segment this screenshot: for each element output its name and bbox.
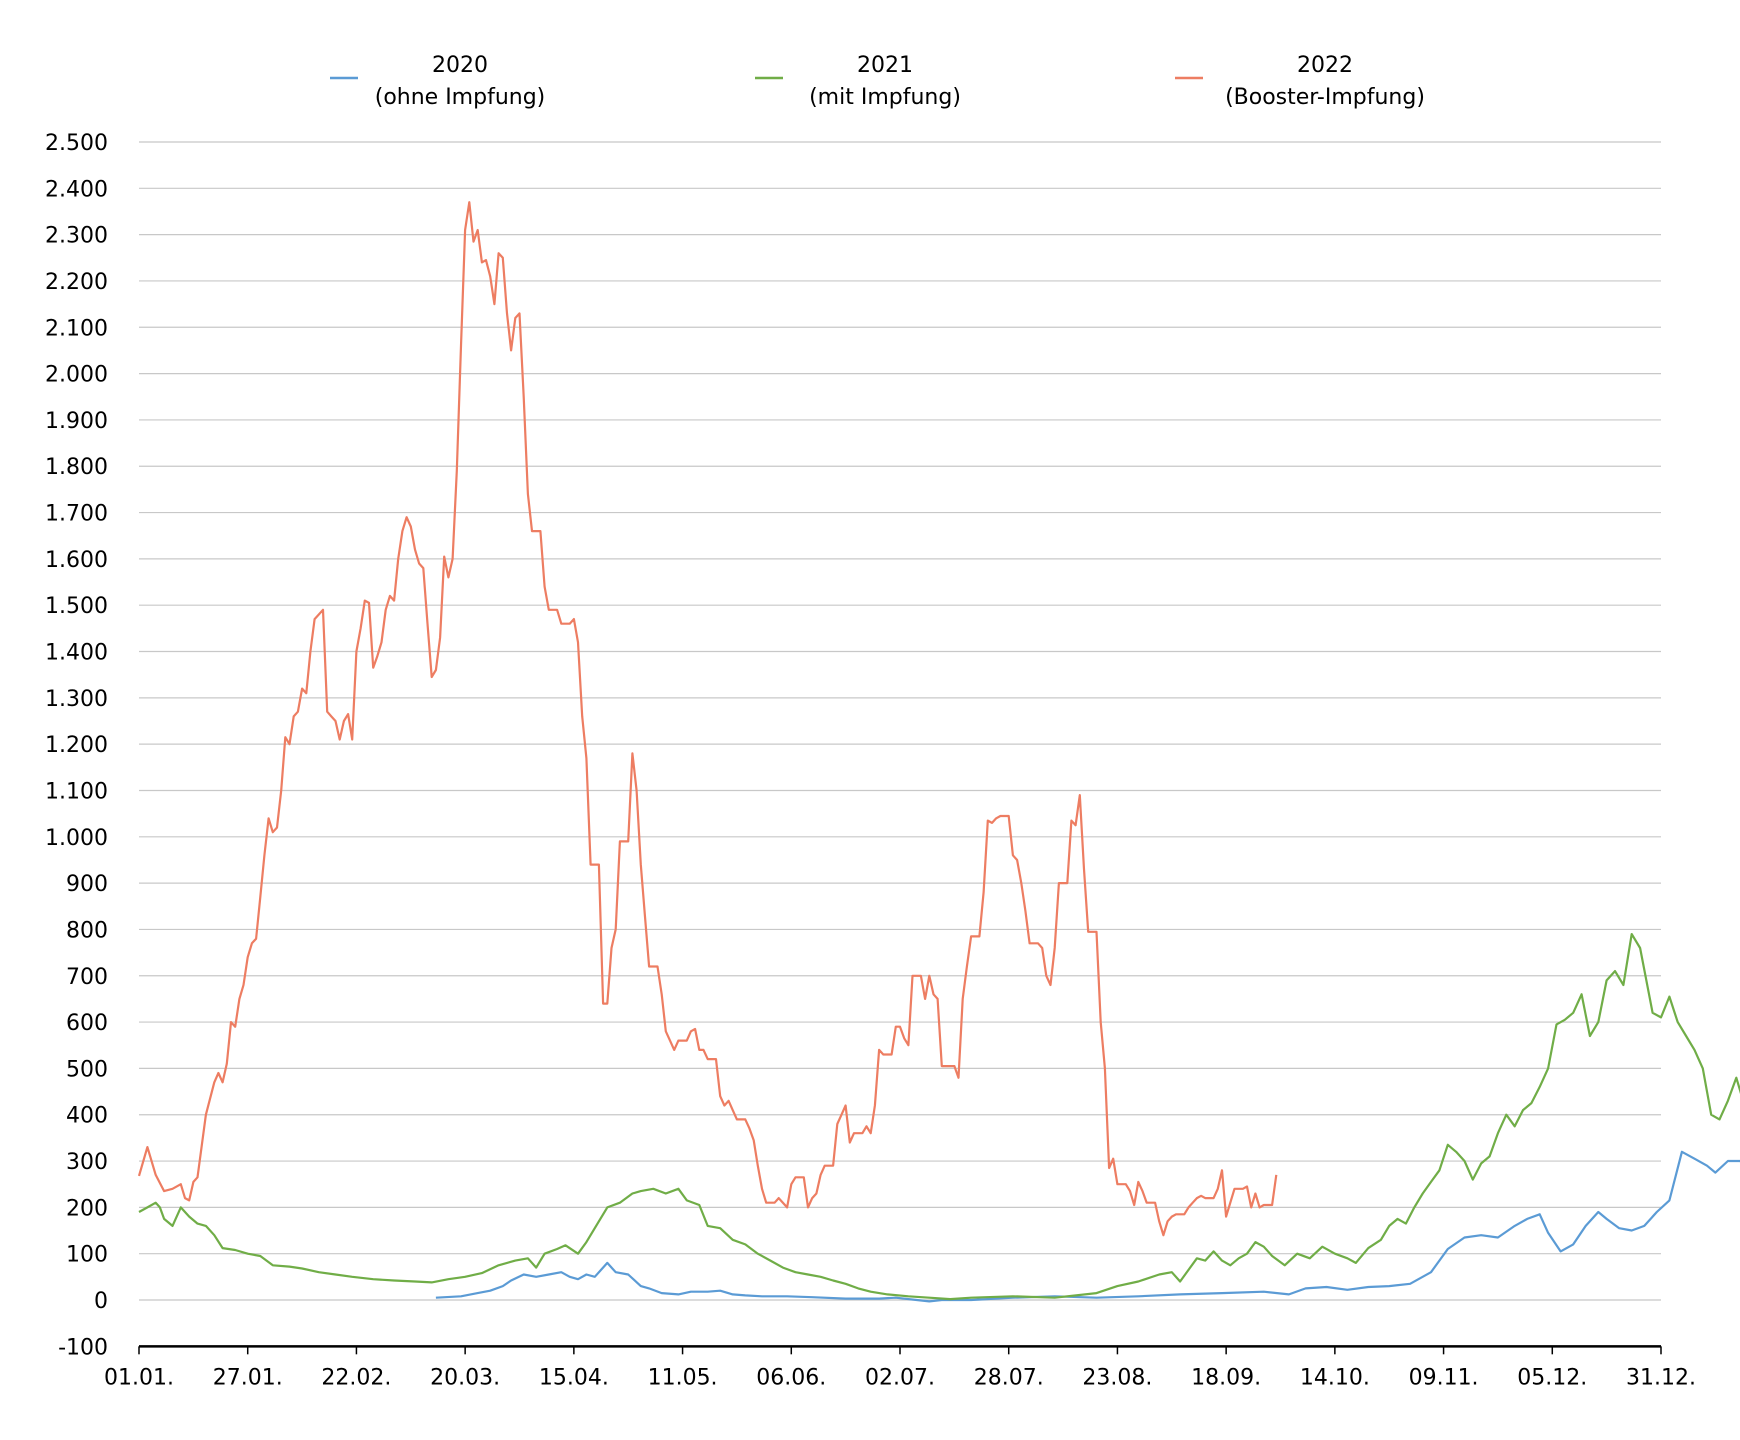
legend-year: 2021: [857, 53, 913, 78]
y-tick-label: 2.300: [45, 224, 108, 249]
y-tick-label: 2.500: [45, 131, 108, 156]
y-tick-label: 200: [66, 1196, 108, 1221]
series-line-2022: [137, 201, 1278, 1237]
y-tick-label: 1.000: [45, 826, 108, 851]
y-tick-label: 2.000: [45, 363, 108, 388]
y-tick-label: 700: [66, 965, 108, 990]
series-lines: [137, 201, 1740, 1303]
grid-lines: [139, 141, 1661, 1301]
y-tick-label: 2.100: [45, 316, 108, 341]
y-tick-label: 100: [66, 1243, 108, 1268]
legend-entry-2021: 2021 (mit Impfung): [755, 53, 961, 110]
y-tick-label: 1.200: [45, 733, 108, 758]
x-tick-label: 20.03.: [430, 1365, 500, 1390]
x-tick-label: 05.12.: [1517, 1365, 1587, 1390]
x-tick-label: 15.04.: [539, 1365, 609, 1390]
y-tick-label: 500: [66, 1057, 108, 1082]
x-tick-label: 28.07.: [974, 1365, 1044, 1390]
y-tick-label: 1.300: [45, 687, 108, 712]
y-tick-label: 2.400: [45, 177, 108, 202]
y-tick-label: 1.600: [45, 548, 108, 573]
y-tick-label: 1.700: [45, 502, 108, 527]
y-tick-label: 800: [66, 918, 108, 943]
y-tick-label: 1.100: [45, 779, 108, 804]
x-tick-label: 23.08.: [1082, 1365, 1152, 1390]
x-tick-label: 18.09.: [1191, 1365, 1261, 1390]
y-tick-label: 0: [94, 1289, 108, 1314]
x-tick-label: 31.12.: [1626, 1365, 1696, 1390]
legend-entry-2020: 2020 (ohne Impfung): [330, 53, 545, 110]
x-tick-label: 27.01.: [213, 1365, 283, 1390]
legend-note: (ohne Impfung): [375, 85, 546, 110]
y-tick-label: -100: [58, 1335, 108, 1360]
y-tick-label: 2.200: [45, 270, 108, 295]
legend-year: 2022: [1297, 53, 1353, 78]
y-tick-label: 400: [66, 1104, 108, 1129]
y-tick-label: 1.800: [45, 455, 108, 480]
series-line-2020: [435, 1150, 1740, 1303]
legend-year: 2020: [432, 53, 488, 78]
y-tick-label: 1.900: [45, 409, 108, 434]
axes: -100 0 100 200 300 400 500 600 700 800 900 1.000 1.1…: [45, 131, 1696, 1390]
y-tick-label: 900: [66, 872, 108, 897]
x-tick-label: 01.01.: [104, 1365, 174, 1390]
y-tick-label: 1.400: [45, 641, 108, 666]
x-tick-label: 22.02.: [321, 1365, 391, 1390]
series-line-2021: [138, 933, 1740, 1301]
x-tick-label: 11.05.: [648, 1365, 718, 1390]
x-tick-label: 14.10.: [1300, 1365, 1370, 1390]
legend-note: (mit Impfung): [809, 85, 961, 110]
y-tick-label: 300: [66, 1150, 108, 1175]
y-tick-label: 1.500: [45, 594, 108, 619]
x-tick-label: 09.11.: [1409, 1365, 1479, 1390]
legend-entry-2022: 2022 (Booster-Impfung): [1175, 53, 1425, 110]
legend: 2020 (ohne Impfung) 2021 (mit Impfung) 2022 (…: [330, 53, 1425, 110]
x-tick-label: 02.07.: [865, 1365, 935, 1390]
x-tick-label: 06.06.: [756, 1365, 826, 1390]
y-tick-label: 600: [66, 1011, 108, 1036]
legend-note: (Booster-Impfung): [1225, 85, 1425, 110]
